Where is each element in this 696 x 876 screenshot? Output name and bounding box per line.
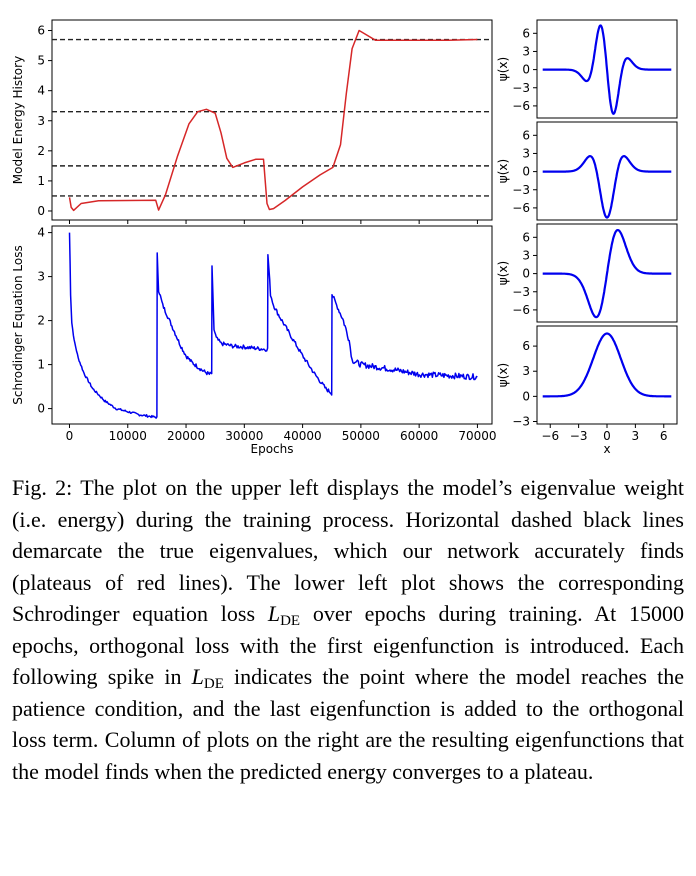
psi-1-series-line bbox=[542, 332, 672, 398]
psi-1-xtick-label: −3 bbox=[570, 429, 588, 443]
loss-series-line bbox=[68, 232, 478, 419]
psi-1-ytick-label: 3 bbox=[522, 364, 530, 378]
psi-2-ytick-label: 6 bbox=[522, 230, 530, 244]
eigenfunction-plot-2: −6 −3 0 3 6 ψ(x) bbox=[496, 223, 678, 323]
loss-ytick-label: 1 bbox=[37, 358, 45, 372]
caption-symbol-l-2: L bbox=[191, 664, 204, 689]
psi-1-ytick-label: −3 bbox=[512, 414, 530, 428]
loss-ytick-label: 0 bbox=[37, 402, 45, 416]
psi-3-series-line bbox=[542, 155, 672, 219]
psi-2-ytick-label: −3 bbox=[512, 285, 530, 299]
eigenfunction-plot-3: −6 −3 0 3 6 ψ(x) bbox=[496, 121, 678, 221]
psi-1-xtick-label: 3 bbox=[632, 429, 640, 443]
psi-1-ytick-label: 0 bbox=[522, 389, 530, 403]
loss-ylabel: Schrodinger Equation Loss bbox=[11, 245, 25, 404]
psi-1-xtick-label: −6 bbox=[541, 429, 559, 443]
loss-ytick-label: 4 bbox=[37, 226, 45, 240]
loss-xtick-label: 30000 bbox=[225, 429, 263, 443]
psi-4-ytick-label: −6 bbox=[512, 99, 530, 113]
caption-text-1: Fig. 2: The plot on the upper left displ… bbox=[12, 475, 684, 626]
energy-ytick-label: 0 bbox=[37, 204, 45, 218]
psi-2-ytick-label: 0 bbox=[522, 267, 530, 281]
energy-ylabel: Model Energy History bbox=[11, 56, 25, 184]
caption-symbol-l: L bbox=[267, 601, 281, 626]
energy-ytick-label: 6 bbox=[37, 24, 45, 38]
psi-1-xtick-label: 6 bbox=[660, 429, 668, 443]
psi-4-ytick-label: −3 bbox=[512, 81, 530, 95]
psi-3-ytick-label: −3 bbox=[512, 183, 530, 197]
energy-axes-frame bbox=[51, 19, 493, 221]
psi-2-ytick-label: 3 bbox=[522, 248, 530, 262]
energy-ytick-label: 2 bbox=[37, 144, 45, 158]
caption-text-3: indicates the point where the model reac… bbox=[12, 664, 684, 784]
psi-3-ytick-label: 0 bbox=[522, 165, 530, 179]
caption-subscript-de: DE bbox=[280, 613, 301, 629]
loss-xtick-label: 20000 bbox=[167, 429, 205, 443]
eigenfunction-plot-1: −3 0 3 6 −6 −3 0 3 6 ψ(x) x bbox=[496, 325, 678, 456]
psi-3-axes-frame bbox=[536, 121, 678, 221]
psi-2-series-line bbox=[542, 229, 672, 319]
loss-xlabel: Epochs bbox=[251, 442, 294, 456]
eigenfunction-plot-4: −6 −3 0 3 6 ψ(x) bbox=[496, 19, 678, 119]
psi-2-axes-frame bbox=[536, 223, 678, 323]
psi-4-ytick-label: 0 bbox=[522, 63, 530, 77]
energy-ytick-label: 1 bbox=[37, 174, 45, 188]
psi-3-ytick-label: 6 bbox=[522, 128, 530, 142]
psi-2-ylabel: ψ(x) bbox=[496, 261, 510, 285]
figure-2: 0 1 2 3 4 5 6 Model Energy History 0 1 2 3 4 0 10000 2… bbox=[11, 19, 678, 456]
loss-xtick-label: 40000 bbox=[284, 429, 322, 443]
psi-1-ylabel: ψ(x) bbox=[496, 363, 510, 387]
energy-history-plot: 0 1 2 3 4 5 6 Model Energy History bbox=[11, 19, 493, 224]
energy-ytick-label: 3 bbox=[37, 114, 45, 128]
psi-4-series-line bbox=[542, 24, 672, 115]
loss-xtick-label: 50000 bbox=[342, 429, 380, 443]
psi-1-xtick-label: 0 bbox=[603, 429, 611, 443]
energy-ytick-label: 5 bbox=[37, 54, 45, 68]
loss-xtick-label: 70000 bbox=[458, 429, 496, 443]
caption-text-2: over epochs during training. At 15000 ep… bbox=[12, 601, 684, 689]
psi-1-xlabel: x bbox=[603, 442, 610, 456]
loss-axes-frame bbox=[51, 225, 493, 425]
psi-3-ytick-label: 3 bbox=[522, 146, 530, 160]
psi-4-ytick-label: 6 bbox=[522, 26, 530, 40]
psi-1-axes-frame bbox=[536, 325, 678, 425]
energy-series-line bbox=[68, 29, 478, 212]
psi-2-ytick-label: −6 bbox=[512, 303, 530, 317]
caption-subscript-de-2: DE bbox=[203, 676, 224, 692]
loss-ytick-label: 2 bbox=[37, 314, 45, 328]
loss-xtick-label: 60000 bbox=[400, 429, 438, 443]
loss-xtick-label: 0 bbox=[66, 429, 74, 443]
energy-ytick-label: 4 bbox=[37, 84, 45, 98]
schrodinger-loss-plot: 0 1 2 3 4 0 10000 20000 30000 40000 50000 60000 7000… bbox=[11, 225, 497, 456]
loss-xtick-label: 10000 bbox=[109, 429, 147, 443]
figure-caption: Fig. 2: The plot on the upper left displ… bbox=[12, 472, 684, 787]
psi-4-axes-frame bbox=[536, 19, 678, 119]
psi-3-ylabel: ψ(x) bbox=[496, 159, 510, 183]
loss-ytick-label: 3 bbox=[37, 270, 45, 284]
psi-4-ytick-label: 3 bbox=[522, 44, 530, 58]
psi-4-ylabel: ψ(x) bbox=[496, 57, 510, 81]
psi-3-ytick-label: −6 bbox=[512, 201, 530, 215]
psi-1-ytick-label: 6 bbox=[522, 339, 530, 353]
